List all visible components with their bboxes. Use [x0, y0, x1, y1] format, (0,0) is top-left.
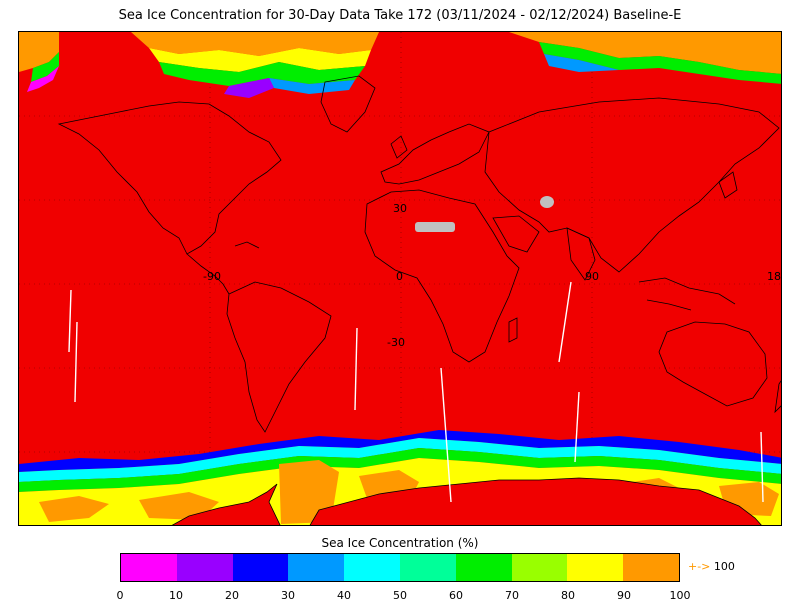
- arctic-sea-ice: [19, 32, 781, 98]
- world-map: 30 0 -30 -90 90 180: [19, 32, 782, 525]
- colorbar-tick-label: 40: [337, 589, 351, 602]
- colorbar-tick-label: 10: [169, 589, 183, 602]
- colorbar-title: Sea Ice Concentration (%): [321, 536, 479, 550]
- colorbar-tick-label: 60: [449, 589, 463, 602]
- colorbar-swatch: [288, 554, 345, 581]
- colorbar-tick-label: 80: [561, 589, 575, 602]
- colorbar-tick-label: 50: [393, 589, 407, 602]
- colorbar-swatch: [567, 554, 624, 581]
- colorbar-swatch: [344, 554, 400, 581]
- colorbar-swatch: [399, 554, 456, 581]
- colorbar-overflow-indicator: +-> 100: [688, 560, 735, 573]
- colorbar-swatch: [455, 554, 512, 581]
- colorbar-swatch: [121, 554, 177, 581]
- colorbar-tick-label: 70: [505, 589, 519, 602]
- lat-label-30: 30: [393, 202, 407, 215]
- colorbar-tick-label: 30: [281, 589, 295, 602]
- antarctic-sea-ice: [19, 430, 781, 525]
- overflow-label: 100: [713, 560, 735, 573]
- colorbar-tick-label: 20: [225, 589, 239, 602]
- colorbar-swatch: [623, 554, 679, 581]
- swath-artifacts: [68, 281, 764, 503]
- colorbar-tick-label: 100: [669, 589, 691, 602]
- lat-label-0: 0: [396, 270, 403, 283]
- lon-label-180: 180: [767, 270, 782, 283]
- colorbar-tick-label: 0: [116, 589, 124, 602]
- lon-label-90: 90: [585, 270, 599, 283]
- overflow-arrow-icon: +->: [688, 560, 711, 573]
- land-mask: [415, 196, 554, 232]
- continent-outlines: [57, 75, 781, 433]
- colorbar-swatch: [176, 554, 233, 581]
- map-panel: 30 0 -30 -90 90 180: [18, 31, 782, 526]
- colorbar-tick-label: 90: [617, 589, 631, 602]
- lon-label-m90: -90: [203, 270, 221, 283]
- colorbar-swatch: [511, 554, 568, 581]
- page-title: Sea Ice Concentration for 30-Day Data Ta…: [118, 8, 682, 23]
- lat-label-m30: -30: [387, 336, 405, 349]
- colorbar-swatch: [232, 554, 289, 581]
- colorbar: [120, 553, 680, 582]
